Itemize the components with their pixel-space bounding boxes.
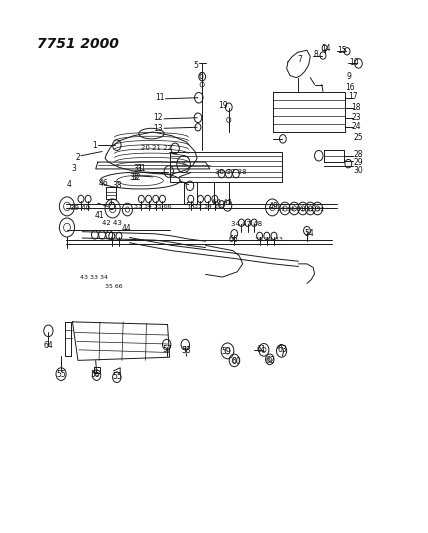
Text: 28: 28	[354, 150, 363, 159]
Text: 2: 2	[76, 154, 80, 163]
Text: 35 34 33: 35 34 33	[255, 237, 283, 241]
Text: 63: 63	[278, 345, 287, 354]
Text: 61: 61	[256, 345, 266, 354]
Text: 13: 13	[153, 124, 163, 133]
Text: 66 45: 66 45	[212, 199, 232, 205]
Text: 32: 32	[129, 173, 139, 182]
Text: 11: 11	[155, 93, 165, 102]
Text: 5: 5	[194, 61, 199, 69]
Text: 33 34 35: 33 34 35	[194, 204, 222, 209]
Text: 38: 38	[113, 181, 122, 190]
Text: 37 50 51 52 52: 37 50 51 52 52	[277, 207, 325, 212]
Text: A: A	[181, 161, 186, 167]
Text: 49: 49	[268, 202, 278, 211]
Text: 7751 2000: 7751 2000	[36, 37, 119, 51]
Text: 23: 23	[351, 113, 361, 122]
Text: 15: 15	[337, 46, 347, 55]
Text: 1: 1	[92, 141, 97, 150]
Text: 33 34 35 66: 33 34 35 66	[134, 204, 172, 209]
Text: 55: 55	[113, 372, 122, 381]
Text: 29: 29	[354, 158, 363, 167]
Text: 66: 66	[228, 235, 238, 244]
Text: 20 21 22: 20 21 22	[142, 146, 172, 151]
Text: 57: 57	[163, 345, 172, 354]
Text: 42 43: 42 43	[102, 220, 122, 226]
Text: 58: 58	[182, 346, 191, 356]
Text: 9: 9	[347, 72, 352, 81]
Text: 8: 8	[314, 50, 318, 59]
Text: 34 47 48: 34 47 48	[231, 221, 262, 227]
Text: 30: 30	[354, 166, 363, 175]
Text: 62: 62	[266, 356, 276, 365]
Text: 31: 31	[133, 164, 143, 173]
Text: 31: 31	[137, 164, 146, 173]
Text: 53: 53	[185, 202, 195, 211]
Text: 39 40: 39 40	[70, 206, 90, 212]
Text: 32: 32	[131, 173, 141, 182]
Text: 44: 44	[121, 224, 131, 233]
Text: 18: 18	[352, 103, 361, 112]
Text: 36 37 38: 36 37 38	[215, 168, 247, 175]
Text: 55: 55	[56, 370, 66, 379]
Text: 41: 41	[94, 212, 104, 220]
Text: 43 33 34: 43 33 34	[80, 274, 107, 279]
Text: 54: 54	[304, 229, 314, 238]
Text: 64: 64	[44, 341, 53, 350]
Text: 46: 46	[98, 179, 108, 188]
Text: 14: 14	[321, 44, 331, 53]
Text: 17: 17	[348, 92, 358, 101]
Text: 7: 7	[297, 55, 302, 64]
Text: 25: 25	[354, 133, 363, 142]
Text: 3: 3	[71, 164, 76, 173]
Text: 4: 4	[67, 180, 72, 189]
Text: 60: 60	[231, 357, 241, 366]
Text: 19: 19	[218, 101, 228, 110]
Text: 6: 6	[199, 72, 204, 81]
Text: 12: 12	[154, 113, 163, 122]
Text: 10: 10	[349, 58, 359, 67]
Text: 24: 24	[351, 122, 361, 131]
Text: 59: 59	[222, 348, 232, 357]
Text: 56: 56	[90, 370, 100, 379]
Text: 16: 16	[345, 83, 355, 92]
Text: 35 66: 35 66	[104, 284, 122, 289]
